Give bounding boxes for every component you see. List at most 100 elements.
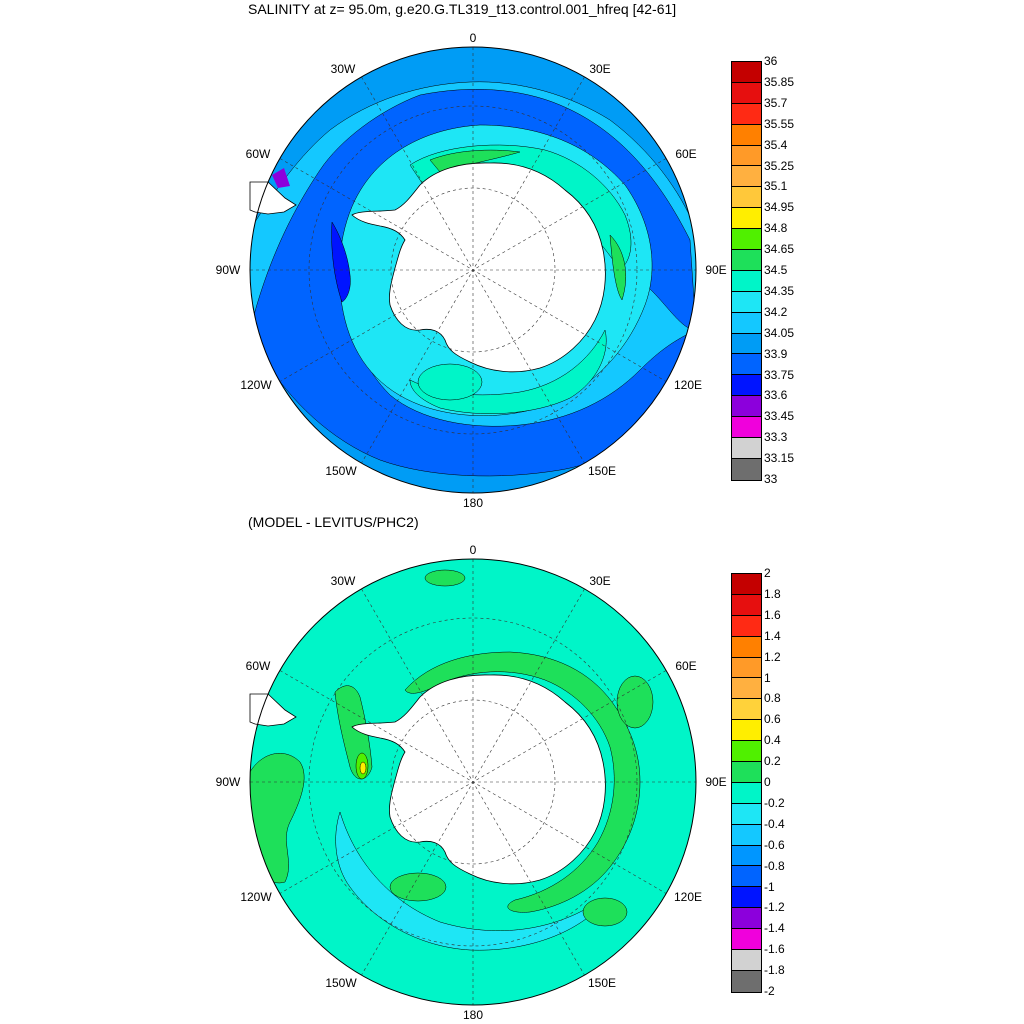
lon-label-120e: 120E (674, 890, 702, 904)
colorbar-box (732, 417, 761, 439)
colorbar-box (732, 208, 761, 230)
colorbar-box (732, 82, 761, 104)
longitude-labels-diff: 0 30E 30W 60E 60W 90E 90W 120E 120W 150E… (216, 543, 727, 1022)
lon-label-150e: 150E (588, 976, 616, 990)
colorbar-label: -0.6 (764, 837, 785, 852)
colorbar-box (732, 762, 761, 783)
colorbar-box (732, 636, 761, 658)
bottom-map-title: (MODEL - LEVITUS/PHC2) (248, 514, 419, 530)
lon-label-60e: 60E (675, 659, 696, 673)
colorbar-label: 34.95 (764, 200, 795, 215)
colorbar-box (732, 720, 761, 742)
colorbar-box (732, 354, 761, 376)
map-boundary-diff (249, 558, 697, 1006)
colorbar-box (732, 970, 761, 992)
south-america-tip-diff (249, 693, 297, 727)
colorbar-label: 34.35 (764, 283, 795, 298)
colorbar-label: 34.5 (764, 263, 788, 277)
colorbar-label: 33.45 (764, 409, 795, 424)
colorbar-label: 34.2 (764, 304, 788, 319)
lon-label-90w: 90W (216, 775, 241, 789)
colorbar-box (732, 438, 761, 459)
top-map-title: SALINITY at z= 95.0m, g.e20.G.TL319_t13.… (248, 1, 677, 17)
salinity-difference-map: 0 30E 30W 60E 60W 90E 90W 120E 120W 150E… (216, 543, 727, 1022)
lon-label-30w: 30W (331, 574, 356, 588)
diff-0.2-patch-ne (616, 675, 654, 729)
salinity-34.35-patch-ross (417, 363, 483, 401)
colorbar-box (732, 166, 761, 188)
longitude-labels: 0 30E 30W 60E 60W 90E 90W 120E 120W 150E… (216, 31, 727, 510)
colorbar-label: 0.8 (764, 691, 781, 706)
colorbar-box (732, 574, 761, 595)
colorbar-label: 33.3 (764, 430, 788, 445)
lon-label-150w: 150W (325, 464, 357, 478)
colorbar-label: -1.8 (764, 963, 785, 978)
colorbar-box (732, 187, 761, 209)
colorbar-box (732, 62, 761, 83)
colorbar-label: 35.7 (764, 95, 788, 110)
lon-label-90e: 90E (705, 263, 726, 277)
colorbar-label: -2 (764, 984, 775, 998)
lon-label-180: 180 (463, 496, 483, 510)
colorbar-label: -1 (764, 879, 775, 894)
lon-label-60w: 60W (246, 659, 271, 673)
colorbar-label: 0.6 (764, 712, 781, 727)
colorbar-label: -1.6 (764, 942, 785, 957)
colorbar-label: 35.55 (764, 116, 795, 131)
diff-0.2-patch-south (389, 872, 447, 902)
colorbar-label: 33.9 (764, 346, 788, 361)
colorbar-label: -0.2 (764, 795, 785, 810)
lon-label-30e: 30E (589, 574, 610, 588)
salinity-band-33.75-streak (331, 221, 351, 303)
colorbar-box (732, 333, 761, 355)
colorbar-box (732, 908, 761, 930)
salinity-band-34.35-patch-south (409, 329, 607, 414)
colorbar-box (732, 615, 761, 637)
colorbar-label: 0.4 (764, 733, 781, 748)
colorbar-label: 33 (764, 472, 778, 486)
colorbar-label: -1.2 (764, 900, 785, 915)
colorbar-label: 35.85 (764, 74, 795, 89)
lon-label-30e: 30E (589, 62, 610, 76)
lon-label-60w: 60W (246, 147, 271, 161)
colorbar-box (732, 594, 761, 616)
colorbar-label: 0 (764, 775, 771, 789)
lon-label-150w: 150W (325, 976, 357, 990)
colorbar-box (732, 396, 761, 418)
difference-colorbar (731, 573, 762, 993)
colorbar-label: 2 (764, 566, 771, 580)
diff-band-0.2-ring (404, 651, 641, 913)
colorbar-label: -0.4 (764, 816, 785, 831)
salinity-band-34.05-north (250, 47, 696, 231)
colorbar-box (732, 824, 761, 846)
colorbar-label: 33.75 (764, 367, 795, 382)
colorbar-box (732, 657, 761, 679)
colorbar-label: 35.1 (764, 179, 788, 194)
lon-label-30w: 30W (331, 62, 356, 76)
colorbar-box (732, 145, 761, 167)
salinity-band-33.45-patch (272, 168, 290, 188)
colorbar-box (732, 929, 761, 951)
lon-label-120w: 120W (240, 378, 272, 392)
colorbar-box (732, 887, 761, 909)
lon-label-120w: 120W (240, 890, 272, 904)
colorbar-label: 34.05 (764, 325, 795, 340)
graticule (250, 47, 696, 493)
south-america-tip (249, 181, 297, 215)
diff-0.6-patch (359, 761, 367, 775)
colorbar-box (732, 103, 761, 125)
lon-label-120e: 120E (674, 378, 702, 392)
colorbar-box (732, 678, 761, 700)
antarctica-landmass-diff (351, 674, 606, 885)
lon-label-180: 180 (463, 1008, 483, 1022)
colorbar-box (732, 124, 761, 146)
diff-0.2-patch-se (582, 897, 628, 927)
lon-label-90e: 90E (705, 775, 726, 789)
lon-label-90w: 90W (216, 263, 241, 277)
colorbar-box (732, 845, 761, 867)
antarctica-landmass (351, 162, 606, 373)
colorbar-label: 1.8 (764, 586, 781, 601)
colorbar-box (732, 741, 761, 763)
colorbar-label: 33.6 (764, 388, 788, 403)
colorbar-label: 1.4 (764, 628, 781, 643)
